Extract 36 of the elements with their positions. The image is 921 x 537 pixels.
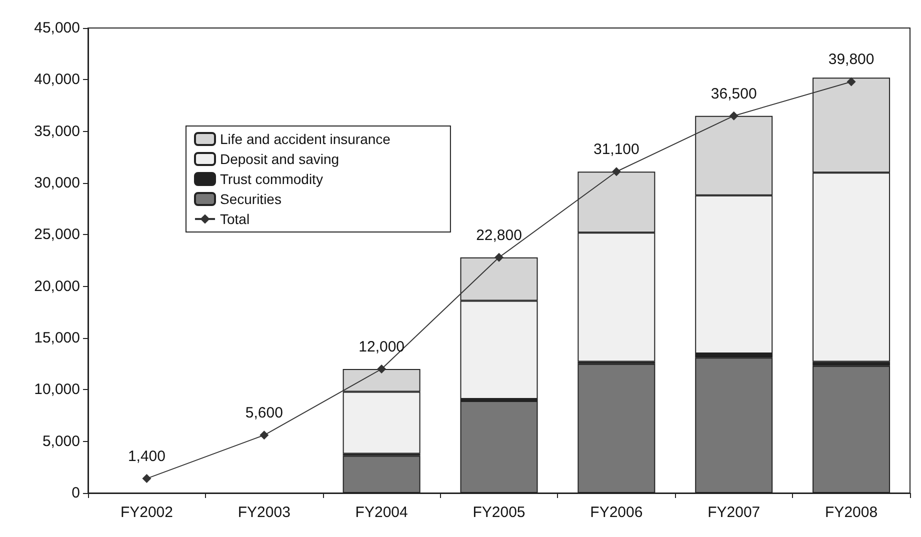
point [260,430,269,440]
x-tick-label: FY2007 [708,504,760,521]
legend-label: Securities [220,191,282,207]
y-tick-label: 10,000 [34,381,80,398]
data-label: 39,800 [828,51,874,68]
data-label: 12,000 [358,338,405,356]
point [729,111,738,120]
data-label: 1,400 [128,448,166,466]
y-tick-label: 15,000 [34,330,80,346]
legend-label: Total [220,211,250,227]
y-tick-label: 45,000 [34,20,80,36]
legend-label: Deposit and saving [220,151,340,167]
y-tick-label: 20,000 [34,278,80,295]
x-tick-label: FY2004 [355,504,408,521]
data-label: 36,500 [710,85,757,102]
x-tick-label: FY2002 [120,504,173,521]
x-tick-label: FY2008 [825,504,878,521]
y-tick-label: 35,000 [34,122,80,140]
point [377,364,386,374]
point [142,474,152,484]
y-tick-label: 30,000 [34,174,80,192]
point [612,167,621,176]
y-tick-label: 25,000 [34,226,80,244]
data-label: 31,100 [593,141,640,158]
x-tick-label: FY2005 [472,504,526,521]
data-label: 22,800 [476,226,522,244]
y-tick-label: 0 [72,484,80,502]
x-tick-label: FY2006 [590,504,643,521]
point [494,252,504,262]
y-tick-label: 40,000 [34,71,80,88]
data-label: 5,600 [245,404,283,422]
point [846,77,856,86]
x-tick-label: FY2003 [238,504,290,521]
y-tick-label: 5,000 [42,432,80,450]
legend-label: Trust commodity [220,171,323,187]
legend-label: Life and accident insurance [220,131,391,147]
